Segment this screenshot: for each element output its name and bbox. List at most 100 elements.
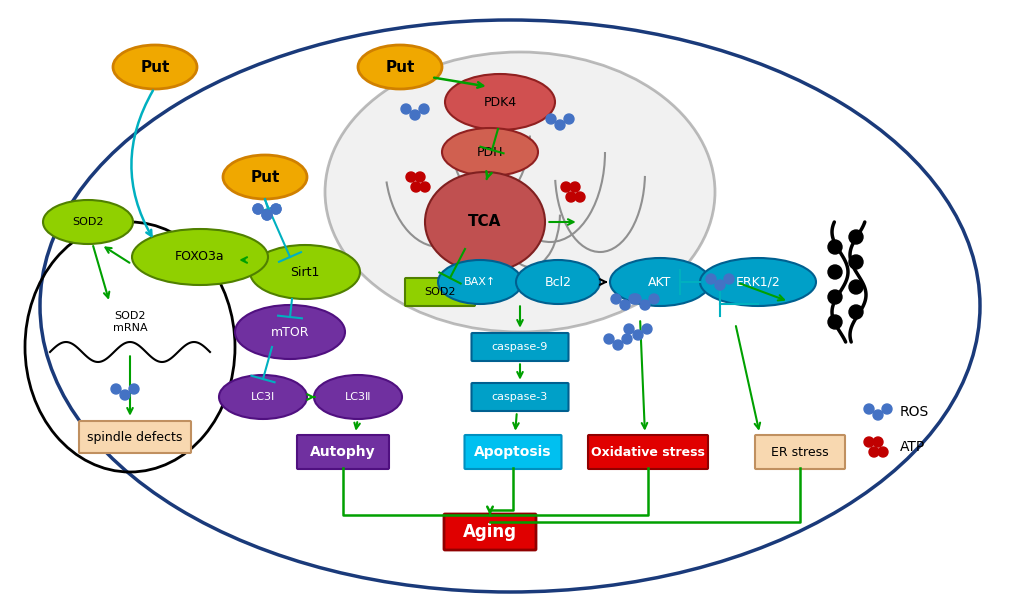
Circle shape <box>253 204 263 214</box>
Circle shape <box>877 447 888 457</box>
Circle shape <box>848 230 862 244</box>
Text: caspase-3: caspase-3 <box>491 392 547 402</box>
FancyBboxPatch shape <box>587 435 707 469</box>
Ellipse shape <box>425 172 544 272</box>
Circle shape <box>827 240 841 254</box>
Ellipse shape <box>437 260 522 304</box>
Text: SOD2: SOD2 <box>72 217 104 227</box>
Circle shape <box>863 404 873 414</box>
Circle shape <box>723 274 734 284</box>
FancyBboxPatch shape <box>464 435 560 469</box>
Circle shape <box>420 182 430 192</box>
Text: PDH: PDH <box>476 146 502 159</box>
Text: Oxidative stress: Oxidative stress <box>590 446 704 458</box>
Ellipse shape <box>43 200 132 244</box>
Circle shape <box>848 305 862 319</box>
Circle shape <box>863 437 873 447</box>
Ellipse shape <box>314 375 401 419</box>
Circle shape <box>848 280 862 294</box>
Circle shape <box>545 114 555 124</box>
Circle shape <box>631 294 640 304</box>
Text: AKT: AKT <box>648 275 672 288</box>
Circle shape <box>564 114 574 124</box>
Circle shape <box>120 390 129 400</box>
Text: Put: Put <box>141 59 169 75</box>
Circle shape <box>827 290 841 304</box>
Text: SOD2
mRNA: SOD2 mRNA <box>112 311 147 333</box>
Circle shape <box>554 120 565 130</box>
Text: Bcl2: Bcl2 <box>544 275 571 288</box>
Text: Sirt1: Sirt1 <box>290 266 319 278</box>
Circle shape <box>620 300 630 310</box>
Text: spindle defects: spindle defects <box>88 430 182 444</box>
Circle shape <box>705 274 715 284</box>
Circle shape <box>271 204 280 214</box>
Circle shape <box>400 104 411 114</box>
Ellipse shape <box>444 74 554 130</box>
Circle shape <box>111 384 121 394</box>
Circle shape <box>612 340 623 350</box>
Circle shape <box>872 437 882 447</box>
Circle shape <box>881 404 892 414</box>
Circle shape <box>641 324 651 334</box>
Text: ATP: ATP <box>899 440 924 454</box>
Circle shape <box>633 330 642 340</box>
Ellipse shape <box>131 229 268 285</box>
Ellipse shape <box>223 155 307 199</box>
Text: mTOR: mTOR <box>270 326 309 338</box>
Text: Put: Put <box>385 59 415 75</box>
Circle shape <box>624 324 634 334</box>
Circle shape <box>406 172 416 182</box>
Text: Apoptosis: Apoptosis <box>474 445 551 459</box>
FancyBboxPatch shape <box>443 514 535 550</box>
Circle shape <box>415 172 425 182</box>
Circle shape <box>128 384 139 394</box>
Text: TCA: TCA <box>468 214 501 230</box>
FancyBboxPatch shape <box>471 333 568 361</box>
FancyBboxPatch shape <box>754 435 844 469</box>
Text: Put: Put <box>250 170 279 184</box>
Circle shape <box>872 410 882 420</box>
Text: ERK1/2: ERK1/2 <box>735 275 780 288</box>
Circle shape <box>868 447 878 457</box>
Ellipse shape <box>219 375 307 419</box>
Circle shape <box>827 315 841 329</box>
Circle shape <box>639 300 649 310</box>
Ellipse shape <box>325 52 714 332</box>
Circle shape <box>271 204 280 214</box>
Circle shape <box>419 104 429 114</box>
Circle shape <box>262 210 272 220</box>
Circle shape <box>410 110 420 120</box>
FancyBboxPatch shape <box>405 278 475 306</box>
FancyBboxPatch shape <box>78 421 191 453</box>
Ellipse shape <box>358 45 441 89</box>
Text: SOD2: SOD2 <box>424 287 455 297</box>
Ellipse shape <box>441 128 537 176</box>
Circle shape <box>603 334 613 344</box>
Text: LC3Ⅰ: LC3Ⅰ <box>251 392 275 402</box>
Circle shape <box>629 294 638 304</box>
Circle shape <box>570 182 580 192</box>
Circle shape <box>648 294 658 304</box>
Circle shape <box>622 334 632 344</box>
Circle shape <box>610 294 621 304</box>
Circle shape <box>253 204 263 214</box>
Ellipse shape <box>234 305 344 359</box>
Ellipse shape <box>250 245 360 299</box>
Text: ER stress: ER stress <box>770 446 828 458</box>
Circle shape <box>714 280 725 290</box>
Text: PDK4: PDK4 <box>483 95 516 108</box>
Circle shape <box>411 182 421 192</box>
Text: FOXO3a: FOXO3a <box>175 250 224 264</box>
Text: LC3Ⅱ: LC3Ⅱ <box>344 392 371 402</box>
Ellipse shape <box>699 258 815 306</box>
Text: Autophy: Autophy <box>310 445 375 459</box>
Circle shape <box>566 192 576 202</box>
Text: caspase-9: caspase-9 <box>491 342 547 352</box>
Text: ROS: ROS <box>899 405 928 419</box>
Ellipse shape <box>516 260 599 304</box>
Circle shape <box>827 265 841 279</box>
Circle shape <box>848 255 862 269</box>
FancyBboxPatch shape <box>471 383 568 411</box>
Text: Aging: Aging <box>463 523 517 541</box>
